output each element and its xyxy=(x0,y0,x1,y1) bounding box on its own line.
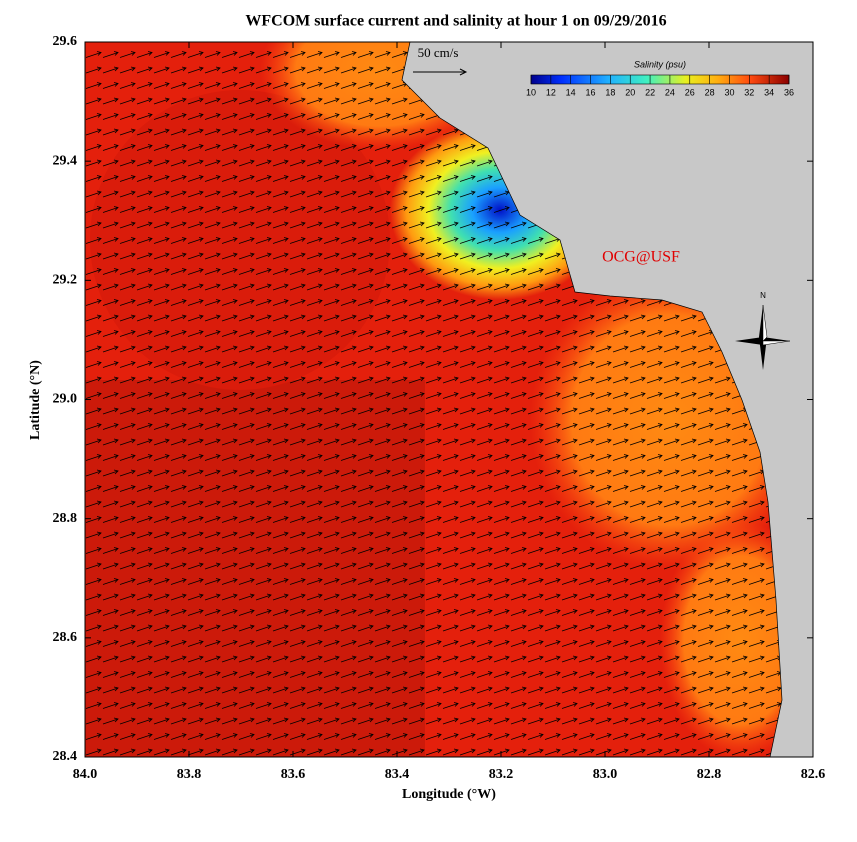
colorbar-title: Salinity (psu) xyxy=(634,59,686,69)
x-axis-label: Longitude (°W) xyxy=(402,787,496,802)
y-tick-label: 28.4 xyxy=(53,749,78,764)
compass: N xyxy=(735,291,791,370)
colorbar-tick-label: 10 xyxy=(526,87,536,97)
colorbar-tick-label: 26 xyxy=(685,87,695,97)
salinity-field xyxy=(85,42,813,757)
vector-scale-arrow xyxy=(413,68,468,76)
y-tick-label: 29.6 xyxy=(53,34,78,49)
credit: OCG@USF xyxy=(602,249,680,266)
x-tick-label: 83.2 xyxy=(489,767,514,782)
colorbar-tick-label: 20 xyxy=(625,87,635,97)
compass-label: N xyxy=(760,291,766,300)
colorbar-tick-label: 24 xyxy=(665,87,675,97)
land xyxy=(401,42,813,757)
x-tick-label: 83.6 xyxy=(281,767,306,782)
x-tick-label: 82.6 xyxy=(801,767,826,782)
y-tick-label: 29.4 xyxy=(53,153,78,168)
colorbar-tick-label: 12 xyxy=(546,87,556,97)
colorbar-tick-label: 18 xyxy=(605,87,615,97)
colorbar-ramp xyxy=(530,74,790,85)
colorbar-tick-label: 22 xyxy=(645,87,655,97)
x-tick-label: 83.4 xyxy=(385,767,410,782)
colorbar-tick-label: 14 xyxy=(566,87,576,97)
colorbar-tick-label: 36 xyxy=(784,87,794,97)
colorbar-tick-label: 30 xyxy=(724,87,734,97)
colorbar-tick-label: 16 xyxy=(586,87,596,97)
y-tick-label: 29.2 xyxy=(53,273,78,288)
x-tick-label: 82.8 xyxy=(697,767,722,782)
y-tick-label: 29.0 xyxy=(53,392,78,407)
colorbar-tick-label: 28 xyxy=(705,87,715,97)
colorbar-tick-label: 34 xyxy=(764,87,774,97)
x-tick-label: 83.8 xyxy=(177,767,202,782)
colorbar-tick-label: 32 xyxy=(744,87,754,97)
y-axis-label: Latitude (°N) xyxy=(28,360,43,440)
x-tick-label: 84.0 xyxy=(73,767,98,782)
y-tick-label: 28.6 xyxy=(53,630,78,645)
title: WFCOM surface current and salinity at ho… xyxy=(245,13,666,30)
x-tick-label: 83.0 xyxy=(593,767,618,782)
y-tick-label: 28.8 xyxy=(53,511,78,526)
vector-scale-label: 50 cm/s xyxy=(418,45,459,60)
